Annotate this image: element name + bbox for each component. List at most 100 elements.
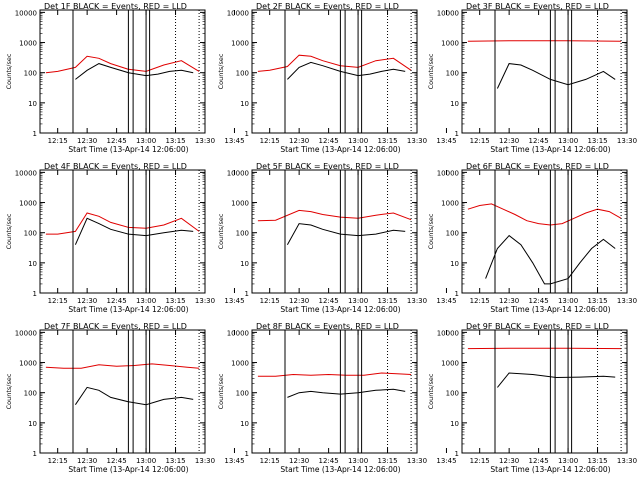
x-tick-label: 13:00 xyxy=(136,297,156,305)
y-tick-label: 10000 xyxy=(15,9,37,17)
chart-title: Det 7F BLACK = Events, RED = LLD xyxy=(44,322,187,331)
y-tick-label: 100 xyxy=(236,70,249,78)
y-tick-label: 100 xyxy=(24,230,37,238)
plot-frame xyxy=(251,169,418,294)
x-tick-label: 12:45 xyxy=(319,297,339,305)
y-tick-label: 1000 xyxy=(441,40,459,48)
x-tick-label: 12:15 xyxy=(260,457,280,465)
y-tick-label: 100 xyxy=(24,70,37,78)
x-tick-label: 13:30 xyxy=(195,297,215,305)
x-tick-label: 13:30 xyxy=(195,457,215,465)
x-axis-label: Start Time (13-Apr-14 12:06:00) xyxy=(490,465,610,474)
chart-panel-9: Det 9F BLACK = Events, RED = LLD 1 10 100 10… xyxy=(427,322,637,474)
chart-panel-2: Det 2F BLACK = Events, RED = LLD 1 10 100 10… xyxy=(217,2,457,154)
y-tick-label: 1000 xyxy=(231,200,249,208)
x-tick-label: 12:45 xyxy=(107,137,127,145)
x-tick-label: 13:00 xyxy=(136,137,156,145)
y-tick-label: 1000 xyxy=(19,40,37,48)
y-tick-label: 1000 xyxy=(231,360,249,368)
x-axis-label: Start Time (13-Apr-14 12:06:00) xyxy=(490,305,610,314)
x-tick-label: 13:30 xyxy=(407,137,427,145)
x-tick-label: 12:45 xyxy=(107,297,127,305)
y-tick-label: 1 xyxy=(33,290,37,298)
chart-title: Det 1F BLACK = Events, RED = LLD xyxy=(44,2,187,11)
y-tick-label: 100 xyxy=(236,230,249,238)
y-axis-label: Counts/sec xyxy=(217,373,225,409)
plot-frame xyxy=(251,9,418,134)
chart-panel-5: Det 5F BLACK = Events, RED = LLD 1 10 100 10… xyxy=(217,162,457,314)
series-line-events xyxy=(497,372,616,388)
x-tick-label: 13:00 xyxy=(558,457,578,465)
series-line-lld xyxy=(257,54,412,72)
x-tick-label: 13:15 xyxy=(377,137,397,145)
x-tick-label: 12:30 xyxy=(499,297,519,305)
x-tick-label: 13:15 xyxy=(165,137,185,145)
y-tick-label: 10000 xyxy=(437,9,459,17)
x-tick-label: 12:15 xyxy=(48,137,68,145)
y-tick-label: 100 xyxy=(236,390,249,398)
chart-title: Det 6F BLACK = Events, RED = LLD xyxy=(466,162,609,171)
x-axis-label: Start Time (13-Apr-14 12:06:00) xyxy=(280,465,400,474)
y-axis-label: Counts/sec xyxy=(5,213,13,249)
series-line-events xyxy=(485,234,616,285)
y-tick-label: 10000 xyxy=(437,329,459,337)
chart-title: Det 8F BLACK = Events, RED = LLD xyxy=(256,322,399,331)
y-tick-label: 1 xyxy=(455,130,459,138)
chart-title: Det 3F BLACK = Events, RED = LLD xyxy=(466,2,609,11)
y-tick-label: 1 xyxy=(455,450,459,458)
x-tick-label: 13:15 xyxy=(587,137,607,145)
y-axis-label: Counts/sec xyxy=(217,213,225,249)
series-line-lld xyxy=(467,40,622,42)
plot-frame xyxy=(39,9,206,134)
y-tick-label: 10000 xyxy=(437,169,459,177)
x-tick-label: 12:45 xyxy=(319,457,339,465)
x-tick-label: 13:00 xyxy=(348,137,368,145)
series-line-events xyxy=(74,217,194,245)
series-line-lld xyxy=(467,203,622,226)
x-tick-label: 13:00 xyxy=(348,297,368,305)
x-tick-label: 13:15 xyxy=(377,297,397,305)
y-tick-label: 100 xyxy=(446,70,459,78)
y-tick-label: 10 xyxy=(28,260,37,268)
series-line-lld xyxy=(257,372,412,377)
x-tick-label: 12:30 xyxy=(77,137,97,145)
plot-frame xyxy=(39,169,206,294)
y-tick-label: 100 xyxy=(24,390,37,398)
chart-title: Det 5F BLACK = Events, RED = LLD xyxy=(256,162,399,171)
x-tick-label: 13:30 xyxy=(407,297,427,305)
series-line-lld xyxy=(45,363,200,369)
y-tick-label: 1000 xyxy=(19,200,37,208)
x-tick-label: 12:15 xyxy=(470,137,490,145)
x-tick-label: 12:45 xyxy=(107,457,127,465)
x-tick-label: 13:00 xyxy=(558,297,578,305)
x-tick-label: 12:30 xyxy=(77,457,97,465)
x-tick-label: 13:15 xyxy=(587,457,607,465)
chart-panel-6: Det 6F BLACK = Events, RED = LLD 1 10 100 10… xyxy=(427,162,637,314)
x-tick-label: 13:00 xyxy=(558,137,578,145)
plot-frame xyxy=(461,329,628,454)
x-tick-label: 13:15 xyxy=(377,457,397,465)
y-tick-label: 1000 xyxy=(19,360,37,368)
y-tick-label: 1 xyxy=(33,130,37,138)
y-tick-label: 10000 xyxy=(227,9,249,17)
y-tick-label: 1 xyxy=(33,450,37,458)
y-tick-label: 10000 xyxy=(227,169,249,177)
x-tick-label: 12:30 xyxy=(499,457,519,465)
chart-panel-3: Det 3F BLACK = Events, RED = LLD 1 10 100 10… xyxy=(427,2,637,154)
x-axis-label: Start Time (13-Apr-14 12:06:00) xyxy=(68,465,188,474)
y-tick-label: 100 xyxy=(446,390,459,398)
y-tick-label: 10 xyxy=(28,420,37,428)
y-tick-label: 10 xyxy=(240,420,249,428)
x-tick-label: 12:15 xyxy=(48,297,68,305)
y-axis-label: Counts/sec xyxy=(427,53,435,89)
y-tick-label: 1 xyxy=(455,290,459,298)
series-line-events xyxy=(286,223,406,245)
y-tick-label: 10000 xyxy=(15,169,37,177)
y-tick-label: 1 xyxy=(245,450,249,458)
x-tick-label: 13:00 xyxy=(136,457,156,465)
y-tick-label: 10 xyxy=(450,420,459,428)
y-tick-label: 10 xyxy=(450,260,459,268)
plot-frame xyxy=(461,169,628,294)
plot-frame xyxy=(251,329,418,454)
